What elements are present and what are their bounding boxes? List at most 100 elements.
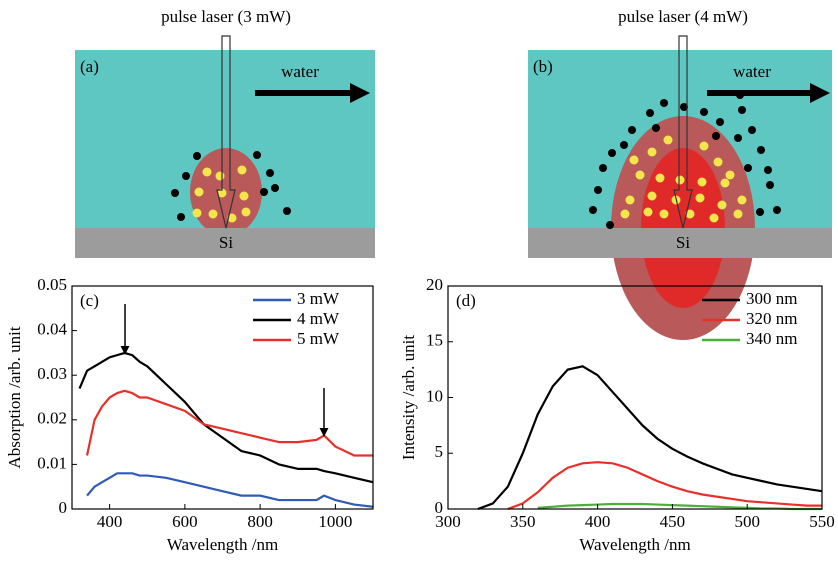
y-tick-label: 0.04 [37, 320, 67, 339]
nanoparticle [629, 155, 639, 165]
x-tick-label: 500 [734, 512, 760, 531]
ejected-particle [734, 134, 742, 142]
nanoparticle [675, 175, 685, 185]
ejected-particle [260, 188, 268, 196]
ejected-particle [757, 146, 765, 154]
nanoparticle [241, 207, 251, 217]
x-tick-label: 800 [247, 512, 273, 531]
y-axis-label: Intensity /arb. unit [399, 335, 418, 460]
nanoparticle [215, 171, 225, 181]
nanoparticle [655, 173, 665, 183]
nanoparticle [227, 213, 237, 223]
ejected-particle [766, 181, 774, 189]
ejected-particle [171, 189, 179, 197]
substrate-cover [528, 228, 832, 258]
nanoparticle [663, 135, 673, 145]
ejected-particle [738, 106, 746, 114]
substrate-label: Si [219, 233, 233, 252]
y-tick-label: 10 [426, 386, 443, 405]
y-tick-label: 0 [435, 498, 444, 517]
nanoparticle [720, 178, 730, 188]
y-tick-label: 0.01 [37, 453, 67, 472]
ejected-particle [606, 221, 614, 229]
laser-beam [216, 35, 236, 229]
ejected-particle [764, 166, 772, 174]
nanoparticle [239, 191, 249, 201]
nanoparticle [737, 195, 747, 205]
x-tick-label: 300 [435, 512, 461, 531]
x-axis-label: Wavelength /nm [167, 535, 278, 554]
x-tick-label: 600 [172, 512, 198, 531]
panel-label: (b) [533, 57, 553, 76]
y-tick-label: 20 [426, 275, 443, 294]
x-tick-label: 550 [809, 512, 835, 531]
ejected-particle [266, 169, 274, 177]
x-tick-label: 450 [660, 512, 686, 531]
laser-beam [673, 35, 693, 229]
nanoparticle [192, 208, 202, 218]
x-axis-label: Wavelength /nm [579, 535, 690, 554]
nanoparticle [635, 170, 645, 180]
nanoparticle [202, 167, 212, 177]
flow-arrowhead [810, 83, 830, 103]
nanoparticle [208, 209, 218, 219]
ejected-particle [748, 126, 756, 134]
nanoparticle [647, 191, 657, 201]
ejected-particle [700, 108, 708, 116]
data-line [78, 351, 374, 484]
x-tick-label: 1000 [318, 512, 352, 531]
ejected-particle [744, 164, 752, 172]
ejected-particle [660, 99, 668, 107]
legend-label: 4 mW [297, 309, 340, 328]
panel-label: (d) [456, 291, 476, 310]
ejected-particle [283, 207, 291, 215]
x-tick-label: 400 [585, 512, 611, 531]
laser-label: pulse laser (4 mW) [618, 7, 748, 26]
nanoparticle [659, 209, 669, 219]
y-tick-label: 0.05 [37, 275, 67, 294]
nanoparticle [647, 147, 657, 157]
ejected-particle [589, 206, 597, 214]
nanoparticle [217, 188, 227, 198]
nanoparticle [625, 195, 635, 205]
legend-label: 340 nm [746, 329, 797, 348]
ejected-particle [177, 213, 185, 221]
ejected-particle [620, 141, 628, 149]
legend-label: 3 mW [297, 289, 340, 308]
y-tick-label: 0 [59, 498, 68, 517]
legend-label: 5 mW [297, 329, 340, 348]
ejected-particle [773, 206, 781, 214]
ejected-particle [193, 152, 201, 160]
nanoparticle [194, 187, 204, 197]
y-tick-label: 0.02 [37, 409, 67, 428]
y-tick-label: 0.03 [37, 364, 67, 383]
ejected-particle [716, 118, 724, 126]
legend-label: 300 nm [746, 289, 797, 308]
nanoparticle [685, 209, 695, 219]
nanoparticle [697, 177, 707, 187]
chart: 300 350 400 450 500 550 0 5 10 15 20 Wavelength /nm… [399, 275, 835, 554]
ejected-particle [608, 149, 616, 157]
y-tick-label: 15 [426, 331, 443, 350]
data-line [507, 461, 822, 511]
nanoparticle [643, 207, 653, 217]
flow-arrowhead [350, 83, 370, 103]
legend-label: 320 nm [746, 309, 797, 328]
y-tick-label: 5 [435, 442, 444, 461]
x-tick-label: 350 [510, 512, 536, 531]
ejected-particle [652, 124, 660, 132]
substrate-label: Si [676, 233, 690, 252]
panel-label: (a) [80, 57, 99, 76]
ejected-particle [182, 172, 190, 180]
ejected-particle [756, 208, 764, 216]
plot-frame [71, 285, 374, 510]
nanoparticle [717, 200, 727, 210]
data-line [477, 365, 823, 511]
nanoparticle [237, 165, 247, 175]
ejected-particle [594, 186, 602, 194]
data-line [86, 472, 374, 508]
ejected-particle [646, 109, 654, 117]
medium-label: water [281, 62, 319, 81]
nanoparticle [725, 170, 735, 180]
